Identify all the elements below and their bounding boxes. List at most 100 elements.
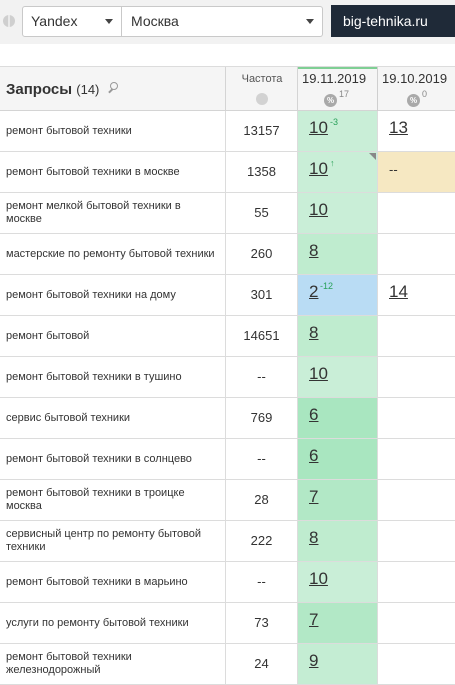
- position-cell-current[interactable]: 6: [298, 439, 378, 479]
- position-cell-previous[interactable]: [378, 234, 455, 274]
- frequency-cell: --: [226, 439, 298, 479]
- queries-title: Запросы (14): [6, 81, 120, 98]
- header-queries[interactable]: Запросы (14): [0, 67, 226, 111]
- frequency-cell: --: [226, 357, 298, 397]
- position-cell-current[interactable]: 10: [298, 562, 378, 602]
- position-cell-previous[interactable]: 14: [378, 275, 455, 315]
- position-cell-previous[interactable]: [378, 193, 455, 233]
- position-cell-previous[interactable]: 13: [378, 111, 455, 151]
- chevron-down-icon: [105, 19, 113, 24]
- position-link[interactable]: 13: [389, 118, 408, 137]
- position-cell-current[interactable]: 2 -12: [298, 275, 378, 315]
- region-select[interactable]: Москва: [122, 6, 323, 37]
- query-text: ремонт бытовой техники: [6, 124, 132, 137]
- query-text: ремонт бытовой техники в солнцево: [6, 452, 192, 465]
- query-cell: услуги по ремонту бытовой техники: [0, 603, 226, 643]
- position-link[interactable]: 8: [309, 528, 319, 547]
- percent-icon: %: [407, 94, 420, 107]
- position-cell-previous[interactable]: [378, 603, 455, 643]
- position-cell-current[interactable]: 10 ↑: [298, 152, 378, 192]
- position-link[interactable]: 10: [309, 364, 328, 383]
- position-link[interactable]: 10: [309, 200, 328, 219]
- frequency-cell: 222: [226, 521, 298, 561]
- position-cell-previous[interactable]: [378, 480, 455, 520]
- position-delta: ↑: [330, 158, 335, 168]
- query-cell: сервисный центр по ремонту бытовой техни…: [0, 521, 226, 561]
- position-cell-previous[interactable]: [378, 357, 455, 397]
- table-header: Запросы (14) Частота 19.11.2019 % 17 19.…: [0, 66, 455, 111]
- position-link[interactable]: 6: [309, 446, 319, 465]
- position-link[interactable]: 9: [309, 651, 319, 670]
- region-value: Москва: [131, 13, 179, 29]
- position-cell-previous[interactable]: [378, 521, 455, 561]
- position-cell-previous[interactable]: [378, 398, 455, 438]
- date-label: 19.10.2019: [382, 71, 448, 86]
- position-link[interactable]: 7: [309, 487, 319, 506]
- position-link[interactable]: 7: [309, 610, 319, 629]
- search-icon[interactable]: [107, 82, 120, 94]
- site-badge[interactable]: big-tehnika.ru: [331, 5, 455, 37]
- position-cell-current[interactable]: 7: [298, 603, 378, 643]
- globe-icon: [3, 15, 15, 27]
- frequency-cell: 24: [226, 644, 298, 684]
- position-cell-current[interactable]: 10: [298, 357, 378, 397]
- query-text: ремонт бытовой техники железнодорожный: [6, 651, 132, 676]
- position-link[interactable]: --: [389, 162, 398, 177]
- query-cell: ремонт бытовой техники в тушино: [0, 357, 226, 397]
- query-text: ремонт бытовой техники в тушино: [6, 370, 182, 383]
- table-row: сервисный центр по ремонту бытовой техни…: [0, 521, 455, 562]
- query-text: ремонт мелкой бытовой техники в москве: [6, 200, 181, 225]
- table-row: мастерские по ремонту бытовой техники 260…: [0, 234, 455, 275]
- position-link[interactable]: 8: [309, 323, 319, 342]
- position-cell-current[interactable]: 8: [298, 234, 378, 274]
- header-frequency[interactable]: Частота: [226, 67, 298, 111]
- date-label: 19.11.2019: [302, 71, 367, 86]
- query-text: ремонт бытовой техники в москве: [6, 165, 180, 178]
- position-link[interactable]: 10: [309, 159, 328, 178]
- position-cell-current[interactable]: 10: [298, 193, 378, 233]
- position-link[interactable]: 8: [309, 241, 319, 260]
- position-cell-current[interactable]: 8: [298, 316, 378, 356]
- search-engine-select[interactable]: Yandex: [22, 6, 122, 37]
- query-cell: сервис бытовой техники: [0, 398, 226, 438]
- search-engine-value: Yandex: [31, 13, 78, 29]
- position-cell-current[interactable]: 9: [298, 644, 378, 684]
- position-delta: -12: [320, 281, 334, 291]
- query-text: ремонт бытовой техники на дому: [6, 288, 176, 301]
- query-cell: ремонт бытовой техники на дому: [0, 275, 226, 315]
- position-link[interactable]: 14: [389, 282, 408, 301]
- table-row: ремонт мелкой бытовой техники в москве 55…: [0, 193, 455, 234]
- table-body: ремонт бытовой техники 13157 10 -3 13 ремонт …: [0, 111, 455, 685]
- position-cell-current[interactable]: 6: [298, 398, 378, 438]
- position-cell-current[interactable]: 10 -3: [298, 111, 378, 151]
- position-cell-current[interactable]: 7: [298, 480, 378, 520]
- position-link[interactable]: 10: [309, 569, 328, 588]
- position-cell-previous[interactable]: [378, 644, 455, 684]
- frequency-cell: --: [226, 562, 298, 602]
- frequency-cell: 13157: [226, 111, 298, 151]
- table-row: ремонт бытовой техники в троицке москва 2…: [0, 480, 455, 521]
- position-cell-previous[interactable]: [378, 562, 455, 602]
- position-cell-current[interactable]: 8: [298, 521, 378, 561]
- frequency-cell: 260: [226, 234, 298, 274]
- toolbar: Yandex Москва big-tehnika.ru: [0, 0, 455, 44]
- position-link[interactable]: 6: [309, 405, 319, 424]
- percent-value: 17: [339, 89, 350, 99]
- position-cell-previous[interactable]: [378, 439, 455, 479]
- table-row: ремонт бытовой техники в тушино -- 10: [0, 357, 455, 398]
- position-link[interactable]: 2: [309, 282, 319, 301]
- query-text: сервис бытовой техники: [6, 411, 131, 424]
- position-cell-previous[interactable]: [378, 316, 455, 356]
- query-cell: ремонт бытовой техники в троицке москва: [0, 480, 226, 520]
- frequency-cell: 73: [226, 603, 298, 643]
- table-row: услуги по ремонту бытовой техники 73 7: [0, 603, 455, 644]
- header-date-2[interactable]: 19.10.2019 % 0: [378, 67, 455, 111]
- query-cell: ремонт бытовой техники в москве: [0, 152, 226, 192]
- globe-icon: [256, 93, 268, 105]
- frequency-cell: 28: [226, 480, 298, 520]
- header-date-1[interactable]: 19.11.2019 % 17: [298, 67, 378, 111]
- position-cell-previous[interactable]: --: [378, 152, 455, 192]
- position-link[interactable]: 10: [309, 118, 328, 137]
- query-text: ремонт бытовой техники в троицке москва: [6, 487, 185, 512]
- percent-icon: %: [324, 94, 337, 107]
